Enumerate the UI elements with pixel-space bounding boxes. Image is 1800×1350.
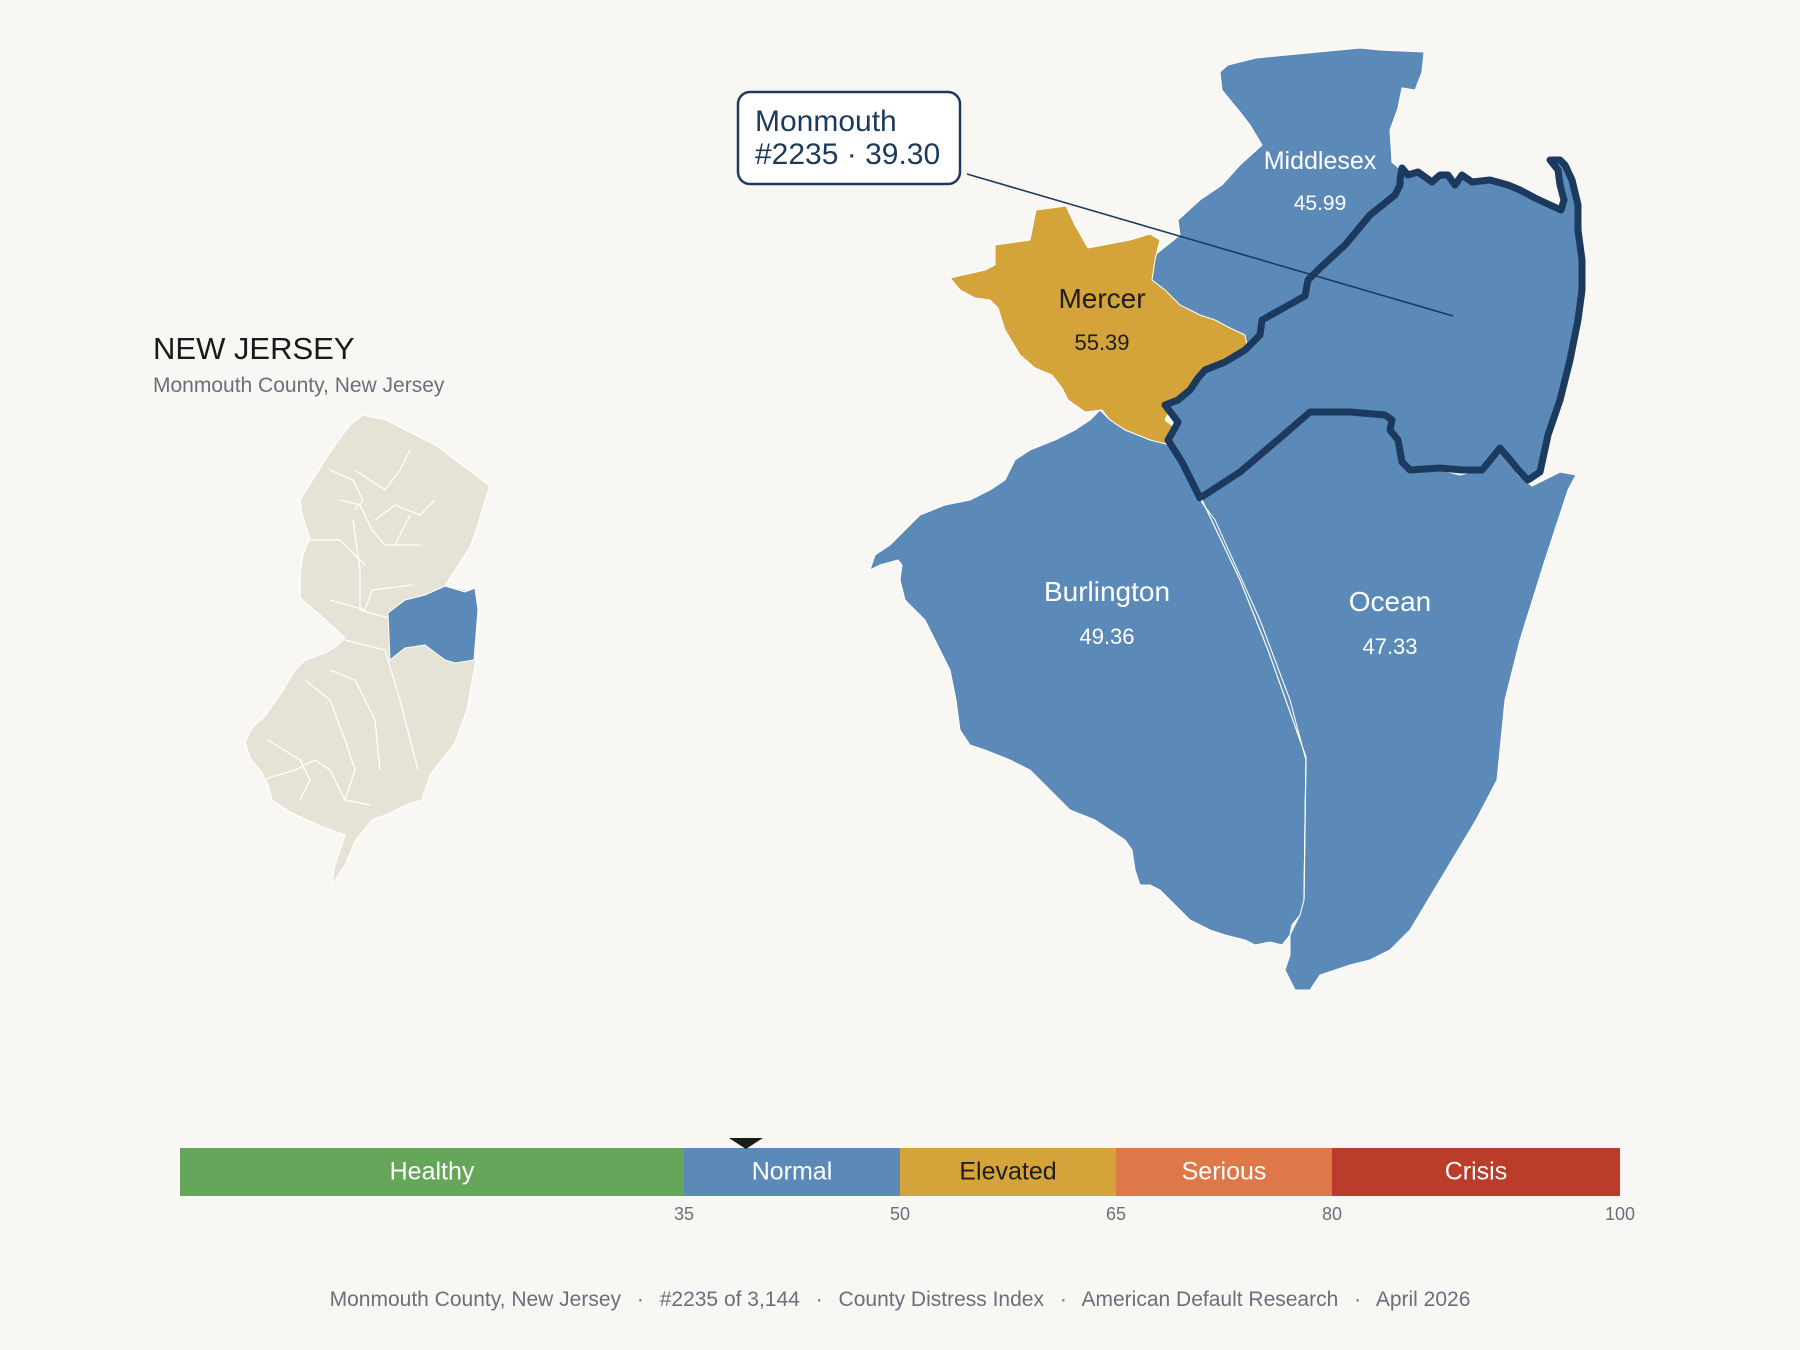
label-mercer-value: 55.39: [1074, 330, 1129, 355]
inset-monmouth-highlight: [387, 585, 479, 664]
scale-tick-100: 100: [1605, 1204, 1635, 1224]
scale-band-crisis: [1332, 1148, 1620, 1196]
scale-band-label-elevated: Elevated: [959, 1158, 1056, 1186]
footer-date: April 2026: [1376, 1288, 1471, 1311]
label-burlington-name: Burlington: [1044, 576, 1170, 607]
scale-marker: [728, 1138, 763, 1149]
scale-tick-80: 80: [1322, 1204, 1342, 1224]
footer-source: American Default Research: [1082, 1288, 1339, 1311]
scale-band-label-serious: Serious: [1182, 1158, 1267, 1186]
scale-band-normal: [684, 1148, 900, 1196]
county-monmouth[interactable]: [1161, 156, 1586, 502]
inset-map: NEW JERSEY Monmouth County, New Jersey: [153, 331, 491, 886]
scale-band-label-healthy: Healthy: [390, 1158, 475, 1186]
footer-sep-1: ·: [637, 1288, 644, 1311]
region-map: Middlesex 45.99 Mercer 55.39 Burlington …: [869, 47, 1586, 991]
label-ocean-value: 47.33: [1362, 634, 1417, 659]
callout-name: Monmouth: [755, 105, 897, 138]
county-border-burlington-ocean: [1201, 499, 1307, 901]
scale-band-serious: [1116, 1148, 1332, 1196]
footer-index: County Distress Index: [839, 1288, 1045, 1311]
scale-band-label-crisis: Crisis: [1445, 1158, 1508, 1186]
callout-leader-line: [966, 173, 1454, 317]
monmouth-callout: Monmouth #2235 · 39.30: [736, 90, 1454, 317]
inset-county-borders: [261, 449, 436, 806]
scale-tick-35: 35: [674, 1204, 694, 1224]
footer-line: Monmouth County, New Jersey · #2235 of 3…: [330, 1288, 1471, 1311]
scale-band-label-normal: Normal: [752, 1158, 833, 1186]
label-ocean-name: Ocean: [1349, 586, 1432, 617]
label-burlington-value: 49.36: [1079, 624, 1134, 649]
scale-band-elevated: [900, 1148, 1116, 1196]
callout-box: [736, 90, 962, 186]
label-middlesex-name: Middlesex: [1264, 147, 1377, 175]
scale-band-healthy: [180, 1148, 684, 1196]
callout-detail: #2235 · 39.30: [755, 138, 940, 171]
inset-subtitle: Monmouth County, New Jersey: [153, 374, 445, 397]
footer-county: Monmouth County, New Jersey: [330, 1288, 622, 1311]
scale-tick-65: 65: [1106, 1204, 1126, 1224]
footer-rank: #2235 of 3,144: [660, 1288, 800, 1311]
scale-tick-50: 50: [890, 1204, 910, 1224]
inset-title: NEW JERSEY: [153, 331, 355, 366]
footer-sep-3: ·: [1060, 1288, 1067, 1311]
footer-sep-2: ·: [816, 1288, 823, 1311]
label-mercer-name: Mercer: [1058, 283, 1145, 314]
label-middlesex-value: 45.99: [1294, 192, 1347, 215]
distress-scale: Healthy Normal Elevated Serious Crisis 35 50 65…: [180, 1138, 1635, 1224]
footer-sep-4: ·: [1354, 1288, 1361, 1311]
